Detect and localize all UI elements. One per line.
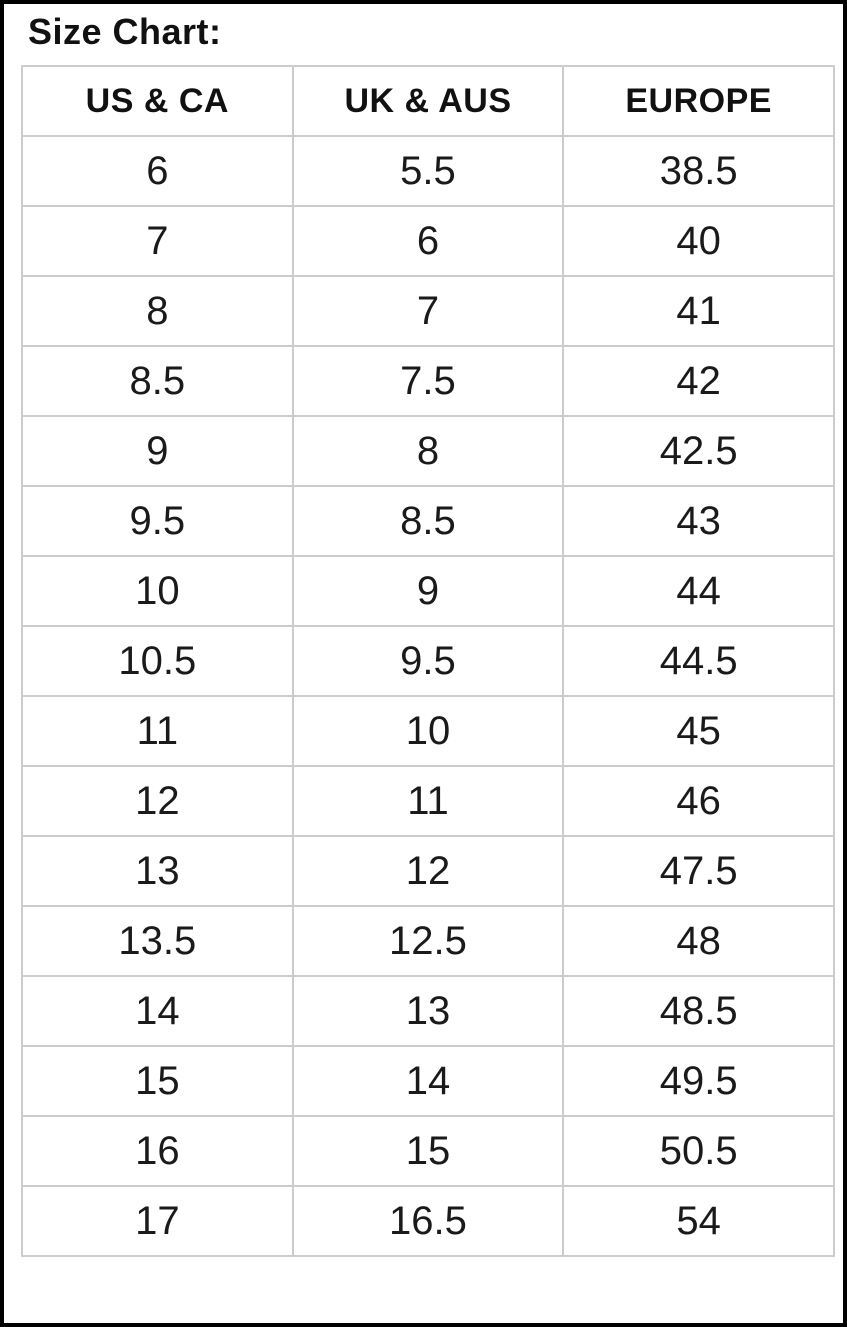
size-cell: 12 [291,835,565,908]
size-cell: 7 [21,205,294,278]
size-cell: 8 [21,275,294,348]
column-header-us-ca: US & CA [21,65,294,138]
size-chart-header: US & CA UK & AUS EUROPE [21,65,835,138]
size-cell: 10 [291,695,565,768]
size-cell: 6 [291,205,565,278]
size-cell: 17 [21,1185,294,1258]
table-row: 13 12 47.5 [21,835,835,908]
header-row: US & CA UK & AUS EUROPE [21,65,835,138]
size-cell: 15 [21,1045,294,1118]
size-cell: 6 [21,135,294,208]
table-row: 13.5 12.5 48 [21,905,835,978]
size-cell: 13.5 [21,905,294,978]
column-header-uk-aus: UK & AUS [291,65,565,138]
size-cell: 9.5 [291,625,565,698]
size-cell: 8 [291,415,565,488]
size-cell: 41 [562,275,835,348]
size-cell: 38.5 [562,135,835,208]
size-cell: 7.5 [291,345,565,418]
table-row: 9 8 42.5 [21,415,835,488]
size-cell: 9 [291,555,565,628]
size-cell: 16 [21,1115,294,1188]
size-cell: 15 [291,1115,565,1188]
size-cell: 11 [21,695,294,768]
size-cell: 48.5 [562,975,835,1048]
size-cell: 9.5 [21,485,294,558]
table-row: 10 9 44 [21,555,835,628]
size-cell: 49.5 [562,1045,835,1118]
size-cell: 47.5 [562,835,835,908]
size-cell: 44.5 [562,625,835,698]
size-cell: 54 [562,1185,835,1258]
table-row: 15 14 49.5 [21,1045,835,1118]
size-cell: 16.5 [291,1185,565,1258]
size-cell: 11 [291,765,565,838]
table-row: 8 7 41 [21,275,835,348]
size-cell: 14 [21,975,294,1048]
size-cell: 12 [21,765,294,838]
size-cell: 43 [562,485,835,558]
table-row: 12 11 46 [21,765,835,838]
size-cell: 10 [21,555,294,628]
size-cell: 45 [562,695,835,768]
size-cell: 46 [562,765,835,838]
table-row: 6 5.5 38.5 [21,135,835,208]
size-cell: 14 [291,1045,565,1118]
size-cell: 12.5 [291,905,565,978]
size-cell: 50.5 [562,1115,835,1188]
size-cell: 7 [291,275,565,348]
table-row: 10.5 9.5 44.5 [21,625,835,698]
size-cell: 48 [562,905,835,978]
size-cell: 8.5 [21,345,294,418]
table-row: 9.5 8.5 43 [21,485,835,558]
size-cell: 5.5 [291,135,565,208]
size-cell: 42 [562,345,835,418]
size-cell: 13 [21,835,294,908]
page-title: Size Chart: [28,11,222,52]
table-row: 17 16.5 54 [21,1185,835,1258]
table-row: 8.5 7.5 42 [21,345,835,418]
size-cell: 44 [562,555,835,628]
table-row: 7 6 40 [21,205,835,278]
size-cell: 9 [21,415,294,488]
size-chart-table: US & CA UK & AUS EUROPE 6 5.5 38.5 7 6 40 8 7 41… [21,65,835,1258]
size-cell: 42.5 [562,415,835,488]
size-chart-body: 6 5.5 38.5 7 6 40 8 7 41 8.5 7.5 42 9 8 42.5 9.5 8.5 43 10… [21,135,835,1258]
size-cell: 10.5 [21,625,294,698]
column-header-europe: EUROPE [562,65,835,138]
table-row: 14 13 48.5 [21,975,835,1048]
table-row: 16 15 50.5 [21,1115,835,1188]
size-cell: 40 [562,205,835,278]
size-cell: 13 [291,975,565,1048]
size-cell: 8.5 [291,485,565,558]
table-row: 11 10 45 [21,695,835,768]
